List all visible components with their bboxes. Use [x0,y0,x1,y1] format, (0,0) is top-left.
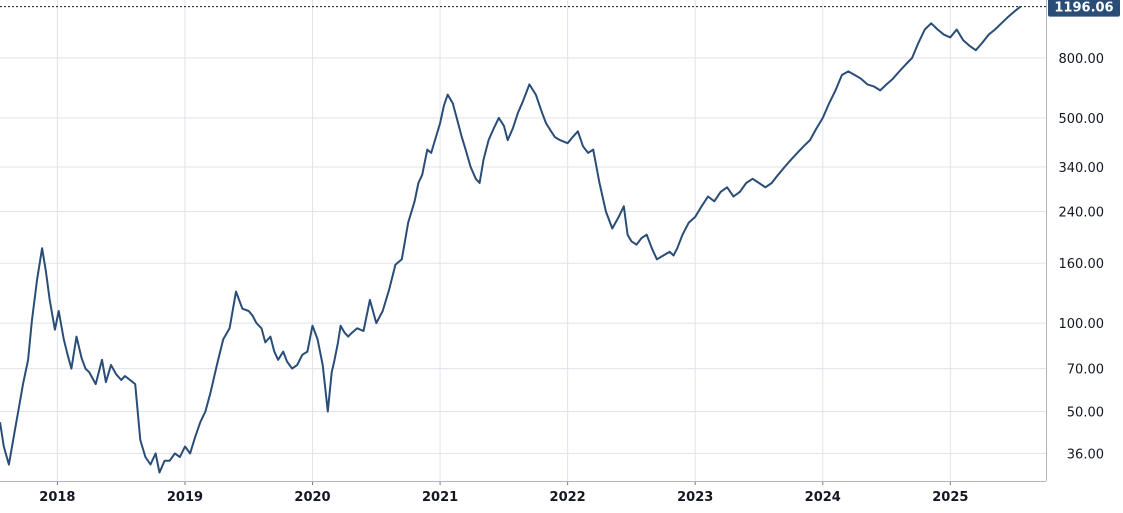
x-tick-label: 2022 [550,490,586,505]
y-tick-label: 100.00 [1059,317,1105,332]
x-tick-label: 2025 [932,490,968,505]
axis-layer [0,0,1047,485]
x-tick-label: 2024 [805,490,841,505]
price-series-line [0,5,1022,474]
grid-layer [0,0,1046,481]
last-price-label: 1196.06 [1054,1,1113,16]
y-tick-label: 36.00 [1067,447,1104,462]
x-tick-label: 2023 [677,490,713,505]
label-layer: 36.00 50.00 70.00 100.00 160.00 240.00 340.00 5… [39,0,1120,505]
series-layer [0,5,1046,474]
x-tick-label: 2019 [167,490,203,505]
last-price-badge [1048,0,1120,17]
y-tick-label: 70.00 [1067,363,1104,378]
y-tick-label: 50.00 [1067,406,1104,421]
y-tick-label: 160.00 [1059,257,1105,272]
x-tick-label: 2020 [294,490,330,505]
y-tick-label: 500.00 [1059,112,1105,127]
x-tick-label: 2018 [39,490,75,505]
y-tick-label: 240.00 [1059,205,1105,220]
x-tick-label: 2021 [422,490,458,505]
y-tick-label: 340.00 [1059,161,1105,176]
y-tick-label: 800.00 [1059,52,1105,67]
